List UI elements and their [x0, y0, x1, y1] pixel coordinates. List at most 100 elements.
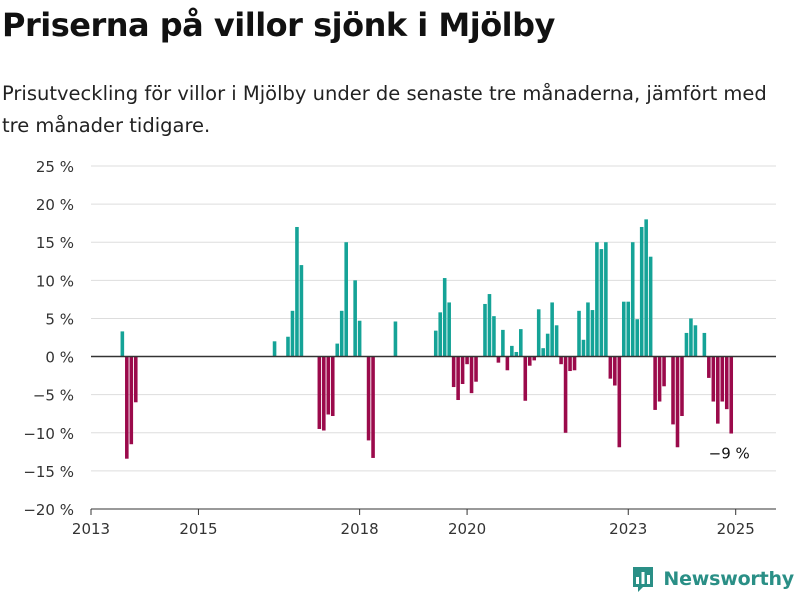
bar: [662, 356, 666, 387]
y-tick-label: 15 %: [36, 234, 74, 252]
bar: [527, 356, 532, 366]
bar: [559, 356, 563, 365]
bar: [438, 312, 442, 357]
y-tick-label: −20 %: [23, 501, 74, 519]
bar: [510, 345, 514, 357]
bar: [456, 356, 460, 401]
bar: [514, 351, 519, 357]
x-tick-label: 2023: [609, 520, 647, 538]
bar: [724, 356, 729, 410]
bar: [536, 309, 541, 357]
bar: [469, 356, 474, 394]
bar: [299, 265, 304, 357]
newsworthy-logo: Newsworthy: [631, 564, 794, 594]
x-tick-label: 2018: [341, 520, 379, 538]
bar: [621, 301, 626, 357]
bar: [295, 226, 299, 357]
bar: [465, 356, 469, 365]
bar: [577, 310, 581, 357]
y-tick-label: 10 %: [36, 272, 74, 290]
bar: [684, 332, 689, 357]
bar: [639, 226, 644, 357]
annotations: −9 %: [709, 445, 750, 463]
bar: [653, 356, 657, 410]
bar: [599, 249, 604, 357]
bar: [272, 341, 277, 357]
bar: [447, 302, 451, 357]
bar: [613, 356, 617, 386]
bars: [120, 219, 734, 459]
x-axis-tick-labels: 2013 2015 2018 2020 2023 2025: [72, 520, 755, 538]
bar: [590, 310, 595, 357]
bar: [505, 356, 510, 371]
bar: [523, 356, 528, 401]
bar: [474, 356, 478, 382]
bar: [366, 356, 371, 441]
bar: [532, 356, 537, 361]
bar: [617, 356, 622, 448]
bar: [675, 356, 680, 448]
bar: [554, 325, 559, 357]
x-tick-label: 2015: [179, 520, 217, 538]
bar: [339, 310, 344, 357]
bar: [657, 356, 662, 402]
axes: [90, 355, 776, 515]
grid-lines: [91, 165, 776, 510]
bar: [519, 329, 523, 357]
bar: [689, 318, 693, 357]
bar: [711, 356, 716, 402]
bar: [393, 321, 398, 357]
bar: [330, 356, 335, 417]
bar: [492, 316, 496, 357]
bar: [451, 356, 456, 388]
bar: [290, 310, 295, 357]
bar: [133, 356, 138, 403]
bar: [541, 348, 545, 357]
bar: [693, 325, 698, 357]
bar: [286, 336, 290, 357]
bar: [644, 219, 648, 357]
bar: [729, 356, 734, 434]
bar: [702, 332, 707, 357]
bar: [572, 356, 577, 371]
y-tick-label: 25 %: [36, 158, 74, 176]
bar: [635, 319, 639, 357]
bar: [129, 356, 134, 445]
bar: [460, 356, 465, 384]
bar: [608, 356, 613, 379]
bar: [568, 356, 572, 372]
bar: [626, 301, 631, 357]
y-tick-label: 0 %: [45, 349, 74, 367]
x-tick-label: 2025: [717, 520, 755, 538]
y-tick-label: 5 %: [45, 310, 74, 328]
bar: [433, 330, 438, 357]
x-tick-label: 2020: [448, 520, 486, 538]
bar: [630, 242, 635, 357]
bar: [671, 356, 675, 425]
bar: [371, 356, 375, 458]
bar: [326, 356, 331, 415]
brand-name: Newsworthy: [663, 568, 794, 590]
bar: [357, 320, 362, 357]
bar: [442, 278, 447, 357]
bar: [563, 356, 568, 433]
y-tick-label: 20 %: [36, 196, 74, 214]
bar: [545, 333, 550, 357]
y-tick-label: −5 %: [33, 387, 74, 405]
last-value-label: −9 %: [709, 445, 750, 463]
bar-chart-icon: [633, 567, 654, 592]
bar: [680, 356, 684, 417]
y-tick-label: −15 %: [23, 463, 74, 481]
bar: [501, 329, 505, 357]
chart-subtitle: Prisutveckling för villor i Mjölby under…: [2, 82, 767, 137]
bar: [550, 302, 554, 357]
bar: [707, 356, 711, 378]
bar: [648, 256, 653, 357]
bar: [604, 242, 608, 357]
bar: [120, 331, 125, 357]
bar: [353, 280, 357, 357]
bar: [344, 242, 348, 357]
chart-title: Priserna på villor sjönk i Mjölby: [2, 6, 555, 44]
bar: [335, 343, 340, 357]
